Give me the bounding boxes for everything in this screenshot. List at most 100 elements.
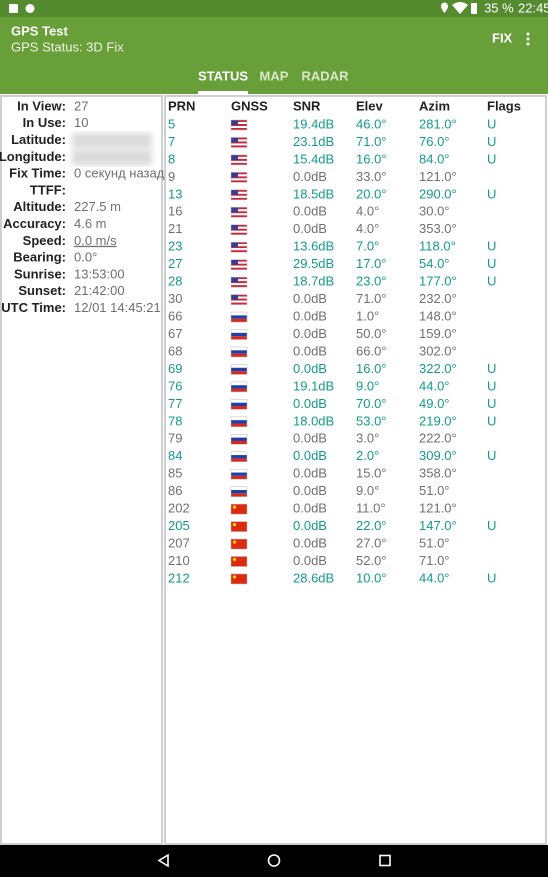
flag-canton	[231, 189, 238, 195]
flag-stripe	[231, 315, 247, 319]
gnss-flag	[230, 346, 248, 358]
info-label: Speed:	[23, 233, 66, 248]
sat-flags: U	[487, 378, 496, 393]
info-label: In Use:	[23, 115, 66, 130]
flag-stripe	[231, 458, 247, 462]
sat-elev: 7.0°	[356, 239, 379, 254]
flag-star	[232, 575, 237, 579]
flag-stripe	[231, 451, 247, 456]
flag-border	[230, 503, 248, 515]
sat-azim: 147.0°	[419, 518, 457, 533]
sat-azim: 281.0°	[419, 116, 457, 131]
flag-border	[230, 556, 248, 567]
sat-snr: 18.0dB	[293, 413, 334, 428]
flag-stripe	[231, 455, 247, 459]
flag-stripe	[231, 281, 247, 284]
blurred-value	[72, 132, 152, 149]
flag-border	[230, 311, 248, 323]
flag-stripe	[231, 244, 247, 247]
flag-stripe	[231, 232, 247, 235]
flag-stripe	[231, 298, 247, 301]
flag-field	[231, 539, 247, 550]
flag-star	[232, 522, 237, 527]
sat-elev: 53.0°	[356, 413, 387, 428]
gnss-flag	[230, 399, 248, 410]
home-button[interactable]	[267, 854, 281, 867]
flag-border	[230, 276, 248, 288]
gnss-flag	[230, 241, 248, 253]
info-label: Longitude:	[0, 149, 66, 164]
info-label: Fix Time:	[9, 166, 66, 181]
sat-azim: 159.0°	[419, 326, 457, 341]
flag-border	[230, 381, 248, 393]
sat-azim: 358.0°	[419, 466, 457, 481]
flag-stripe	[231, 156, 247, 159]
sat-flags: U	[487, 256, 496, 271]
tab[interactable]: RADAR	[302, 68, 350, 83]
app-title: GPS Test	[11, 23, 69, 38]
sat-elev: 16.0°	[356, 361, 387, 376]
sat-snr: 0.0dB	[293, 466, 327, 481]
flag-stripe	[231, 406, 247, 410]
flag-border	[230, 434, 248, 445]
info-label: Bearing:	[13, 250, 66, 265]
sat-elev: 66.0°	[356, 343, 387, 358]
flag-stripe	[231, 336, 247, 340]
flag-border	[230, 521, 248, 532]
sat-prn: 207	[168, 535, 190, 550]
info-label: Sunset:	[18, 283, 66, 298]
sat-snr: 18.5dB	[293, 186, 334, 201]
sat-elev: 16.0°	[356, 151, 387, 166]
flag-stripe	[231, 279, 247, 282]
sat-prn: 28	[168, 274, 182, 289]
sat-azim: 177.0°	[419, 274, 457, 289]
flag-border	[230, 137, 248, 148]
flag-border	[230, 329, 248, 340]
notification-icon	[9, 4, 18, 13]
flag-stripe	[231, 141, 247, 144]
tab[interactable]: MAP	[260, 68, 289, 83]
sat-azim: 30.0°	[419, 204, 450, 219]
info-value: 4.6 m	[74, 216, 107, 231]
sat-elev: 9.0°	[356, 378, 379, 393]
flag-star	[232, 505, 237, 509]
tab-indicator	[198, 91, 248, 94]
sat-elev: 10.0°	[356, 570, 387, 585]
recents-button[interactable]	[379, 854, 391, 867]
flag-stripe	[231, 189, 247, 192]
sat-azim: 49.0°	[419, 396, 450, 411]
flag-stripe	[231, 246, 247, 249]
info-value: 0 секунд назад	[74, 166, 165, 181]
overflow-menu[interactable]	[526, 32, 530, 46]
flag-border	[230, 189, 248, 201]
info-label: Altitude:	[13, 199, 66, 214]
sat-prn: 79	[168, 431, 182, 446]
sat-snr: 0.0dB	[293, 431, 327, 446]
info-value: 21:42:00	[74, 283, 125, 298]
sat-elev: 33.0°	[356, 169, 387, 184]
flag-stripe	[231, 475, 247, 480]
wifi-icon	[452, 2, 468, 14]
back-button[interactable]	[157, 853, 169, 868]
sat-azim: 51.0°	[419, 483, 450, 498]
flag-border	[230, 468, 248, 480]
column-header: SNR	[293, 98, 321, 113]
flag-stripe	[231, 158, 247, 161]
flag-stripe	[231, 176, 247, 179]
sat-elev: 52.0°	[356, 553, 387, 568]
fix-button[interactable]: FIX	[492, 30, 513, 45]
clock: 22:45	[518, 0, 548, 15]
flag-stripe	[231, 346, 247, 351]
flag-stripe	[231, 489, 247, 494]
sat-prn: 5	[168, 116, 175, 131]
flag-stripe	[231, 486, 247, 490]
sat-elev: 27.0°	[356, 535, 387, 550]
flag-stripe	[231, 193, 247, 196]
tab[interactable]: STATUS	[198, 68, 248, 83]
sat-snr: 0.0dB	[293, 448, 327, 463]
flag-stripe	[231, 318, 247, 323]
flag-stripe	[231, 388, 247, 392]
flag-border	[230, 241, 248, 253]
sat-azim: 309.0°	[419, 448, 457, 463]
gnss-flag	[230, 451, 248, 462]
